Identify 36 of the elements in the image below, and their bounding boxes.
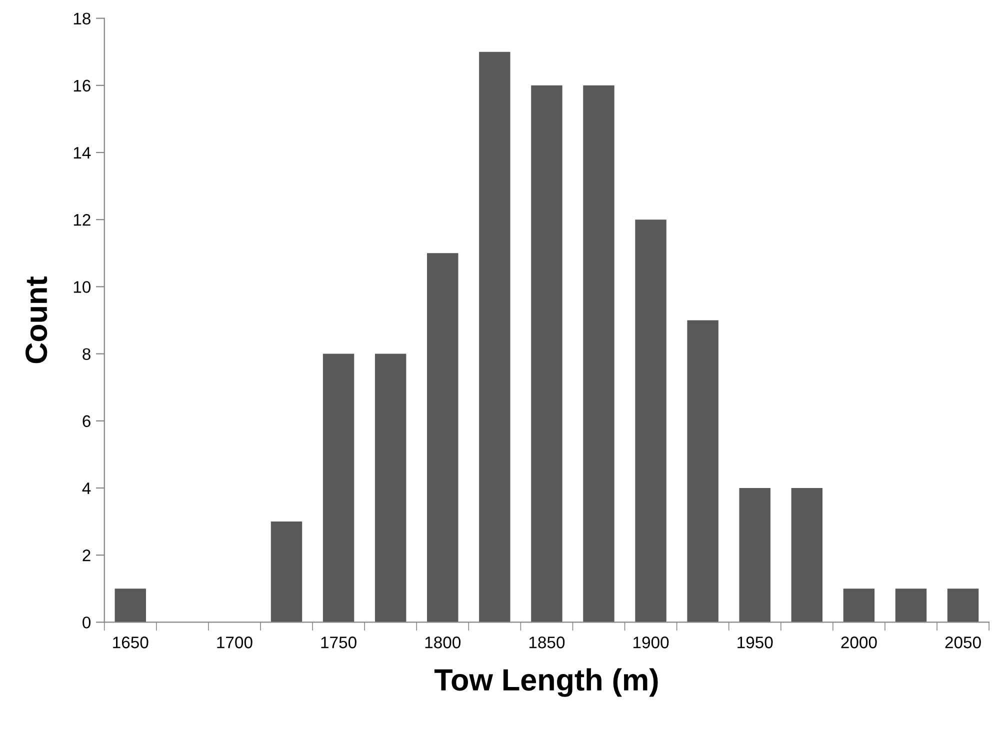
x-tick-label: 1850 [529, 636, 565, 648]
bar [531, 85, 562, 622]
y-tick-label: 10 [74, 281, 91, 293]
y-tick-label: 18 [74, 12, 90, 25]
x-tick-label: 2000 [841, 636, 877, 648]
bar [322, 354, 354, 622]
bar [895, 588, 927, 622]
bar [114, 588, 146, 622]
x-tick-label: 2050 [945, 636, 981, 648]
y-tick-label: 0 [82, 616, 91, 628]
y-tick-label: 16 [74, 80, 90, 92]
x-tick-label: 1700 [217, 636, 252, 648]
x-tick-label: 1950 [738, 636, 773, 648]
y-tick-label: 2 [82, 550, 90, 562]
y-tick-label: 6 [82, 415, 90, 428]
y-tick-label: 8 [82, 348, 90, 360]
bar [479, 52, 510, 622]
bar [635, 220, 666, 622]
bar [687, 320, 718, 622]
x-tick-label: 1800 [425, 636, 461, 648]
x-tick-label: 1750 [321, 636, 356, 648]
x-axis-title: Tow Length (m) [434, 668, 658, 697]
bar [791, 488, 823, 622]
y-tick-label: 14 [74, 147, 91, 159]
bar [427, 253, 458, 622]
y-tick-label: 12 [74, 214, 90, 226]
y-axis-title: Count [26, 276, 48, 364]
bar [374, 354, 406, 622]
x-tick-label: 1900 [634, 636, 669, 648]
y-tick-label: 4 [82, 482, 91, 494]
bar [270, 522, 302, 622]
bar [947, 588, 979, 622]
bar [843, 588, 875, 622]
bar [583, 85, 614, 622]
bar [739, 488, 770, 622]
x-tick-label: 1650 [113, 636, 148, 648]
